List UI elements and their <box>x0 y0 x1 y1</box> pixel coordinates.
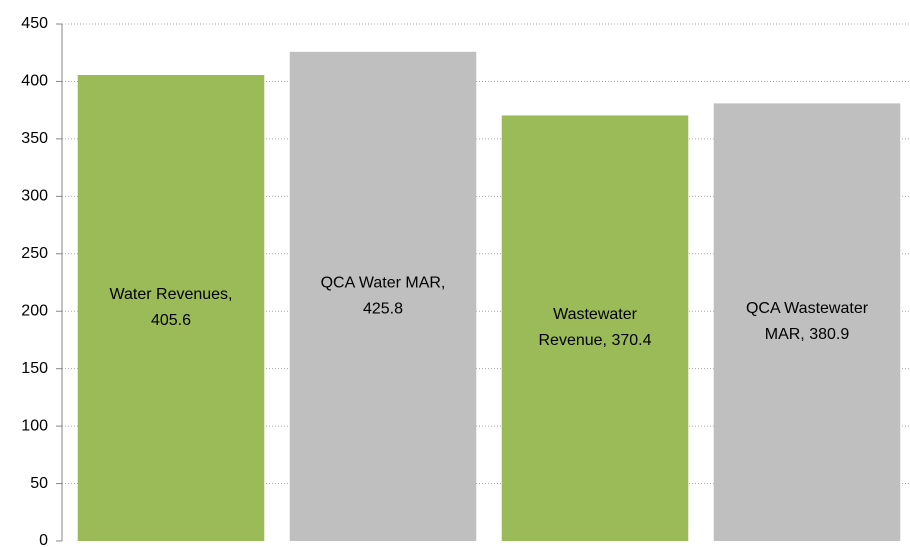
bar <box>289 51 477 542</box>
bar <box>713 103 901 542</box>
data-label-line: QCA Water MAR, <box>321 275 446 292</box>
y-tick-label: 100 <box>21 417 48 434</box>
y-tick-label: 200 <box>21 302 48 319</box>
y-tick-label: 150 <box>21 360 48 377</box>
data-label-line: Wastewater <box>553 306 638 323</box>
y-tick-label: 400 <box>21 73 48 90</box>
data-label: Wastewater Revenue, 370.4 <box>539 306 652 349</box>
y-tick-label: 250 <box>21 245 48 262</box>
data-label: QCA Water MAR, 425.8 <box>321 275 446 318</box>
data-label: Water Revenues, 405.6 <box>109 286 232 329</box>
y-tick-label: 450 <box>21 15 48 32</box>
data-label-line: 425.8 <box>363 301 403 318</box>
y-tick-label: 300 <box>21 188 48 205</box>
y-tick-label: 350 <box>21 130 48 147</box>
bar <box>77 75 265 541</box>
data-label-line: QCA Wastewater <box>746 300 869 317</box>
data-label-line: Revenue, 370.4 <box>539 332 652 349</box>
data-label-line: 405.6 <box>151 312 191 329</box>
data-label-line: MAR, 380.9 <box>765 326 850 343</box>
bar <box>501 115 689 542</box>
data-label-line: Water Revenues, <box>109 286 232 303</box>
y-tick-label: 0 <box>39 532 48 547</box>
data-label: QCA Wastewater MAR, 380.9 <box>746 300 869 343</box>
y-tick-label: 50 <box>30 475 48 492</box>
